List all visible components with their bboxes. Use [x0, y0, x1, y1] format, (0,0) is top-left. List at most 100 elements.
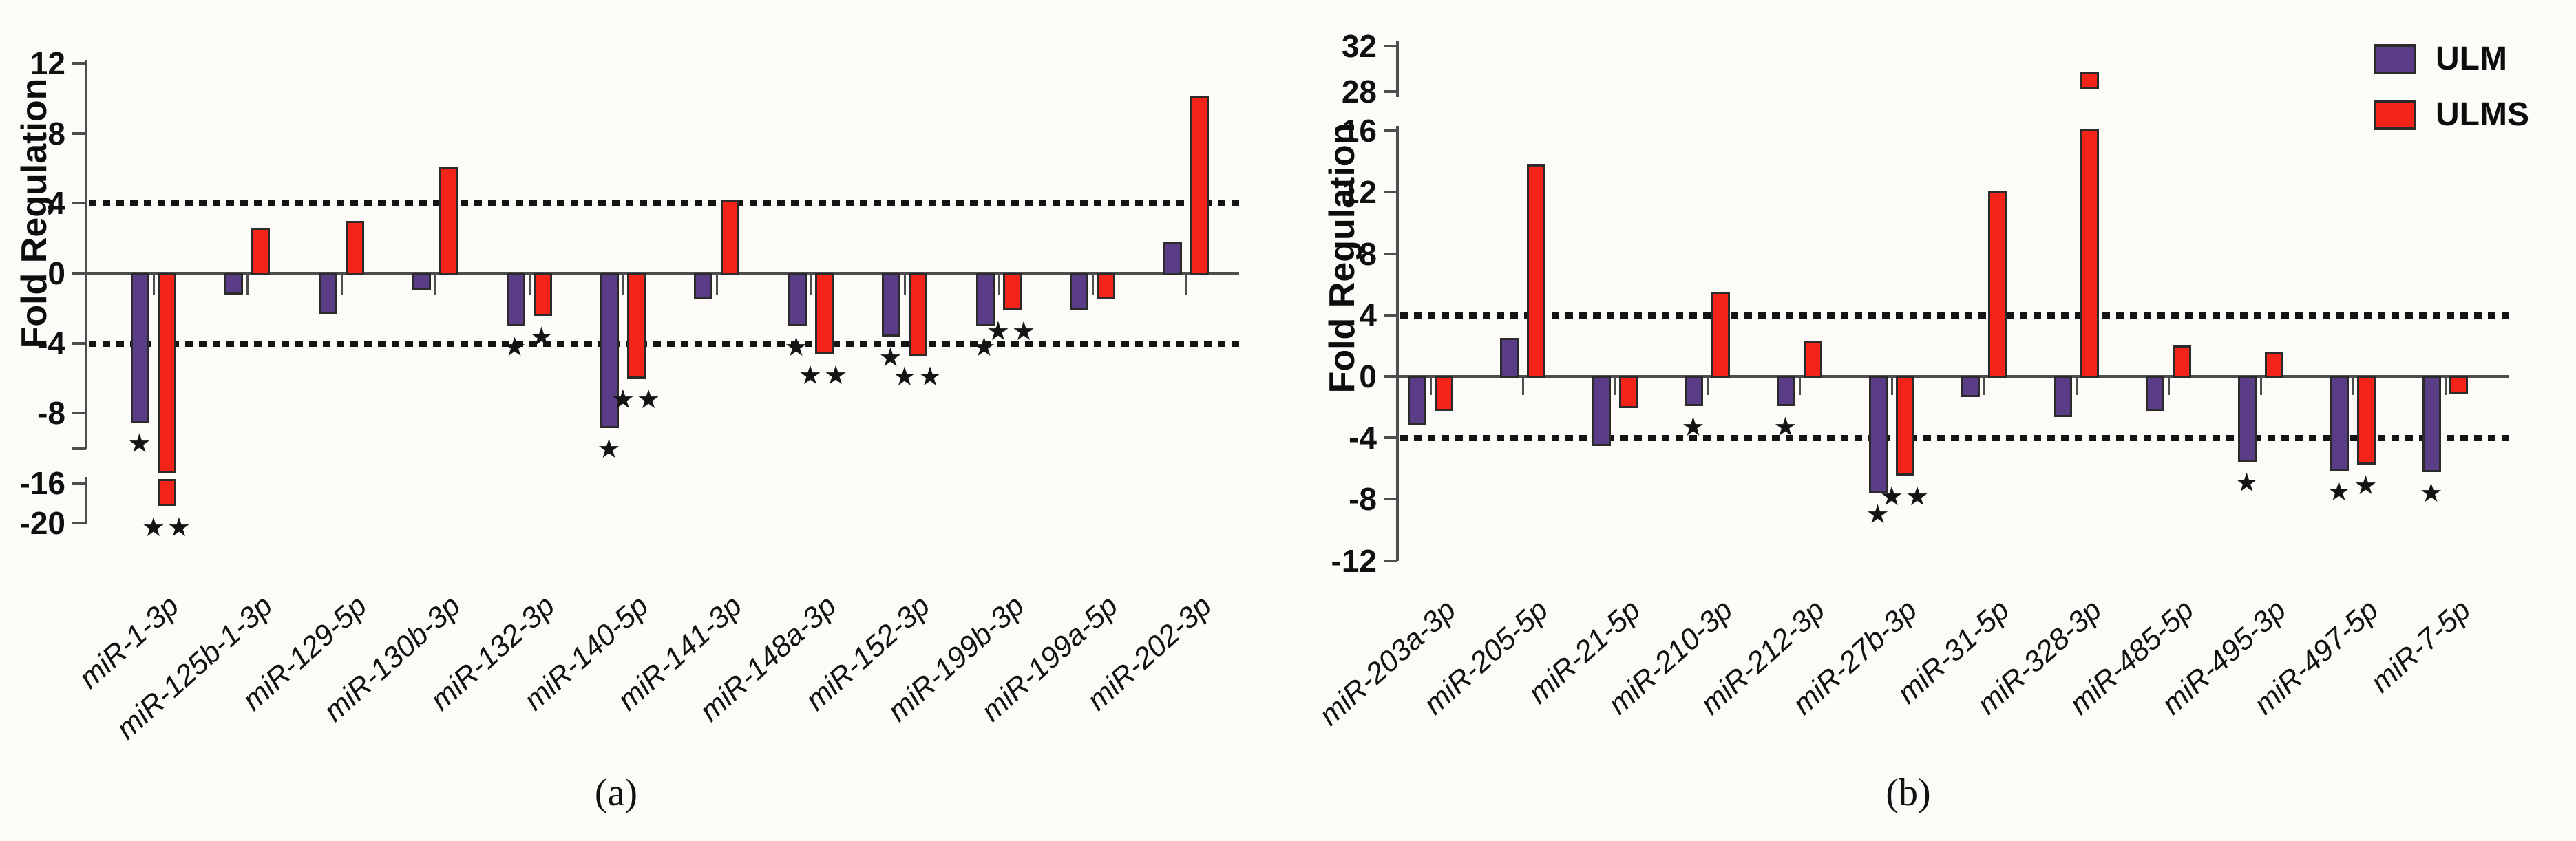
x-axis-category-tick — [716, 273, 718, 295]
bar-ULM-miR-202-3p — [1163, 242, 1182, 275]
bar-ULMS-miR-202-3p — [1190, 96, 1209, 275]
bar-ULMS-miR-205-5p — [1527, 164, 1545, 378]
significance-marker: ★ — [1681, 413, 1707, 442]
significance-marker: ★ — [878, 343, 905, 372]
significance-marker: ★ — [1773, 413, 1799, 442]
caption-b: (b) — [1886, 771, 1931, 814]
y-axis-tick — [1384, 498, 1397, 500]
x-axis-category-tick — [1185, 273, 1187, 295]
x-axis-baseline — [1397, 375, 2509, 378]
significance-marker: ★ — [2419, 479, 2445, 508]
x-axis-category-tick — [1799, 376, 1801, 395]
significance-marker: ★ — [1866, 500, 1892, 529]
x-axis-category-tick — [246, 273, 249, 295]
x-axis-category-tick — [1430, 376, 1432, 395]
bar-ULM-miR-140-5p — [600, 273, 619, 428]
significance-marker: ★ — [529, 323, 556, 352]
y-axis-tick — [1384, 129, 1397, 132]
bar-ULM-miR-132-3p — [507, 273, 525, 326]
bar-ULM-miR-152-3p — [882, 273, 900, 337]
y-axis-tick-label: 0 — [47, 255, 65, 291]
threshold-dashed-line — [89, 200, 1243, 206]
bar-ULM-miR-130b-3p — [412, 273, 431, 290]
x-axis-category-tick — [904, 273, 906, 295]
bar-ULM-miR-328-3p — [2054, 376, 2072, 417]
x-axis-category-tick — [2260, 376, 2262, 395]
caption-a: (a) — [594, 771, 638, 814]
y-axis-line — [1396, 126, 1399, 561]
y-axis-tick — [1384, 191, 1397, 193]
legend-item-ulm: ULM — [2374, 40, 2529, 78]
bar-ULMS-miR-129-5p — [346, 221, 364, 275]
bar-ULM-miR-497-5p — [2330, 376, 2349, 471]
bar-ULM-miR-212-3p — [1777, 376, 1795, 406]
bar-ULMS-miR-199a-5p — [1097, 273, 1115, 299]
significance-marker: ★ — [597, 435, 623, 464]
x-axis-baseline — [86, 272, 1239, 275]
bar-ULMS-miR-27b-3p — [1896, 376, 1914, 476]
bar-ULM-miR-210-3p — [1685, 376, 1703, 406]
bar-ULM-miR-129-5p — [319, 273, 337, 314]
y-axis-tick — [1384, 560, 1397, 562]
y-axis-tick — [72, 62, 86, 65]
significance-marker: ★ — [2327, 478, 2353, 507]
bar-ULM-miR-199b-3p — [976, 273, 995, 326]
y-axis-break-tick — [1384, 45, 1397, 47]
bar-ULM-miR-27b-3p — [1869, 376, 1888, 493]
y-axis-tick-label: 4 — [47, 185, 65, 221]
y-axis-tick — [1384, 375, 1397, 378]
bar-ULMS-miR-495-3p — [2265, 352, 2283, 378]
significance-marker: ★ — [503, 333, 529, 362]
x-axis-category-tick — [2076, 376, 2078, 395]
bar-ULM-miR-7-5p — [2422, 376, 2441, 472]
bar-ULMS-miR-31-5p — [1988, 191, 2007, 378]
y-axis-tick-label: -8 — [37, 395, 65, 431]
y-axis-tick — [72, 272, 86, 275]
y-axis-tick-label: 0 — [1359, 359, 1377, 394]
x-axis-category-tick — [998, 273, 1000, 295]
bar-ULMS-miR-132-3p — [534, 273, 552, 316]
legend: ULM ULMS — [2374, 40, 2529, 151]
x-axis-category-tick — [1983, 376, 1985, 395]
legend-item-ulms: ULMS — [2374, 96, 2529, 134]
y-axis-break-tick-label: -16 — [19, 465, 65, 501]
bar-ULMS-miR-148a-3p — [815, 273, 834, 354]
bar-break-ULMS-miR-1-3p — [158, 479, 176, 506]
bar-ULMS-miR-203a-3p — [1435, 376, 1453, 411]
y-axis-break-line — [85, 477, 87, 524]
bar-break-ULMS-miR-328-3p — [2080, 72, 2099, 89]
y-axis-tick-label: 8 — [47, 116, 65, 151]
y-axis-line — [85, 60, 87, 449]
significance-marker: ★★ — [986, 317, 1038, 346]
legend-swatch-ulm — [2374, 43, 2416, 74]
x-axis-category-tick — [1522, 376, 1524, 395]
significance-marker: ★ — [2354, 471, 2380, 500]
y-axis-tick-label: 12 — [30, 45, 65, 81]
significance-marker: ★★ — [892, 363, 944, 392]
y-axis-break-tick-label: 28 — [1341, 74, 1377, 109]
significance-marker: ★ — [2235, 469, 2261, 498]
bar-ULMS-miR-199b-3p — [1003, 273, 1022, 310]
bar-ULMS-miR-21-5p — [1619, 376, 1638, 408]
x-axis-category-tick — [810, 273, 812, 295]
x-axis-category-label: miR-125b-1-3p — [109, 589, 279, 746]
y-axis-break-tick-label: -20 — [19, 505, 65, 541]
y-axis-tick-label: -12 — [1331, 543, 1377, 579]
y-axis-tick-label: 16 — [1341, 113, 1377, 149]
y-axis-break-tick — [72, 522, 86, 524]
x-axis-category-tick — [341, 273, 343, 295]
x-axis-category-label: miR-7-5p — [2364, 593, 2478, 699]
bar-ULM-miR-203a-3p — [1408, 376, 1426, 425]
y-axis-tick-label: -4 — [1349, 420, 1377, 456]
significance-marker: ★ — [784, 333, 810, 362]
y-axis-tick — [72, 342, 86, 345]
y-axis-break-tick — [72, 482, 86, 485]
x-axis-category-tick — [434, 273, 436, 295]
y-axis-break-tick-label: 32 — [1341, 28, 1377, 64]
y-axis-tick-label: 8 — [1359, 236, 1377, 272]
bar-ULM-miR-1-3p — [131, 273, 149, 423]
legend-label-ulm: ULM — [2436, 41, 2507, 77]
significance-marker: ★★ — [798, 361, 850, 390]
x-axis-category-tick — [1614, 376, 1616, 395]
y-axis-tick-label: -8 — [1349, 481, 1377, 517]
